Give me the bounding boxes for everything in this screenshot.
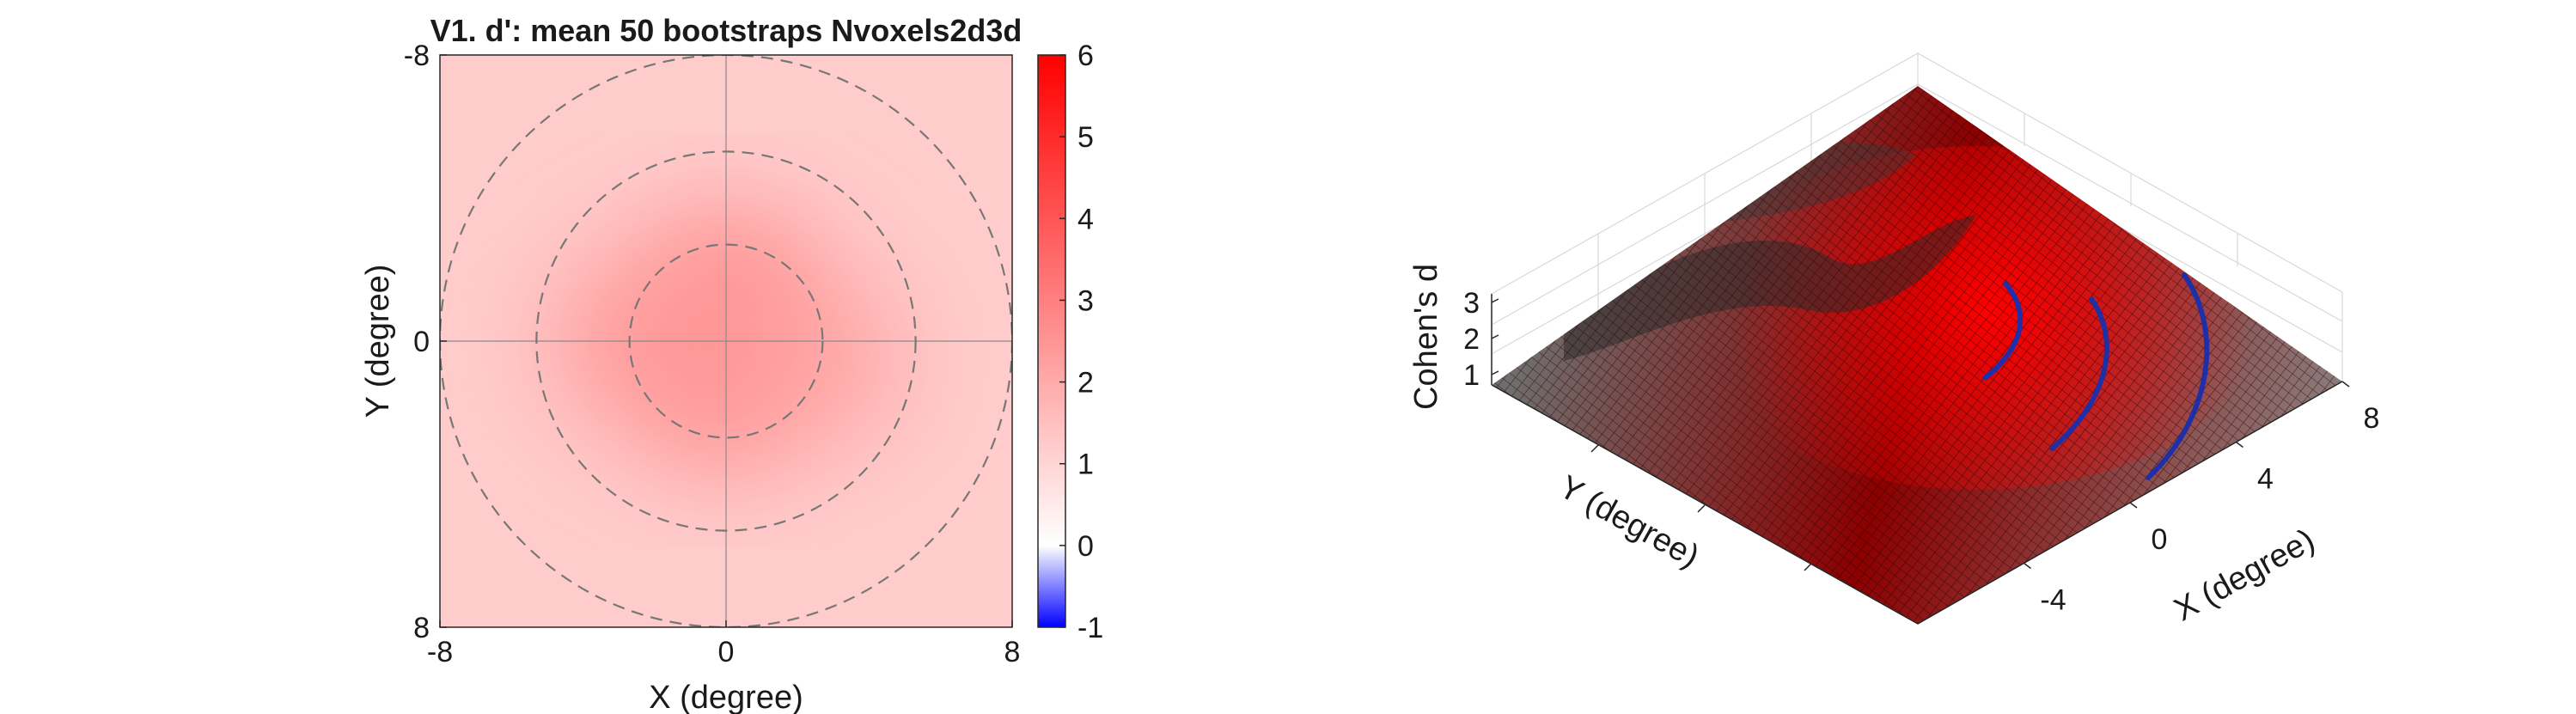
colorbar-tick-label: 0 <box>1077 530 1094 563</box>
colorbar-tick-label: 1 <box>1077 449 1094 481</box>
eccentricity-ring <box>628 243 824 439</box>
heatmap-title: V1. d': mean 50 bootstraps Nvoxels2d3d <box>430 13 1022 48</box>
eccentricity-ring <box>535 150 917 532</box>
z-tick-mark <box>1491 334 1499 339</box>
surface-mesh <box>1492 86 2342 624</box>
surface-x-tick-mark <box>2129 502 2138 509</box>
eccentricity-arcs <box>1982 272 2210 480</box>
surface-x-axis-label: X (degree) <box>2168 522 2320 629</box>
y-tick-label: 8 <box>413 612 430 644</box>
surface-x-tick-mark <box>2341 381 2350 388</box>
x-tick-label: 0 <box>718 636 735 668</box>
z-tick-label: 1 <box>1463 359 1480 392</box>
surface-x-tick-label: -4 <box>2040 584 2066 617</box>
heatmap-lobe <box>729 272 901 445</box>
heatmap-x-ticks: -8 0 8 <box>427 620 1021 668</box>
surface-z-ticks: 321 <box>1463 287 1499 392</box>
eccentricity-arc-inner <box>1982 281 2024 381</box>
colorbar-tick-label: 4 <box>1077 203 1094 235</box>
surface-box-edges <box>1491 294 2343 625</box>
z-tick-mark <box>1491 298 1499 303</box>
x-tick-label: 8 <box>1004 636 1021 668</box>
heatmap-x-axis-label: X (degree) <box>649 680 803 714</box>
eccentricity-arc-outer <box>2146 272 2210 480</box>
surface-x-ticks: -4 0 4 8 <box>2024 381 2380 617</box>
heatmap-y-ticks: -8 0 8 <box>404 40 447 644</box>
heatmap-panel: V1. d': mean 50 bootstraps Nvoxels2d3d -… <box>360 13 1103 714</box>
colorbar-tick-label: 3 <box>1077 284 1094 317</box>
surface-x-tick-label: 8 <box>2364 402 2380 435</box>
colorbar-tick-label: 2 <box>1077 367 1094 400</box>
x-tick-label: -8 <box>427 636 453 668</box>
surface-x-tick-label: 4 <box>2257 463 2274 496</box>
heatmap-rings <box>440 55 1012 627</box>
heatmap-y-axis-label: Y (degree) <box>360 265 396 418</box>
eccentricity-arc-middle <box>2049 296 2109 451</box>
surface-z-axis-label: Cohen's d <box>1408 264 1444 410</box>
z-tick-label: 3 <box>1463 287 1480 320</box>
z-tick-label: 2 <box>1463 323 1480 356</box>
heatmap-crosshair <box>440 55 1012 627</box>
y-tick-label: -8 <box>404 40 430 72</box>
colorbar-ticks: 6 5 4 3 2 1 0 -1 <box>1059 40 1103 644</box>
surface-x-tick-mark <box>2024 562 2031 570</box>
surface-x-tick-label: 0 <box>2152 523 2168 556</box>
z-tick-mark <box>1491 370 1499 375</box>
colorbar-tick-label: -1 <box>1077 612 1103 644</box>
colorbar: 6 5 4 3 2 1 0 -1 <box>1037 40 1103 644</box>
surface-x-tick-mark <box>2236 441 2243 449</box>
surface-y-ticks <box>1590 444 1812 571</box>
colorbar-tick-label: 5 <box>1077 121 1094 154</box>
colorbar-tick-label: 6 <box>1077 40 1094 72</box>
y-tick-label: 0 <box>413 326 430 358</box>
colorbar-gradient <box>1037 54 1066 628</box>
